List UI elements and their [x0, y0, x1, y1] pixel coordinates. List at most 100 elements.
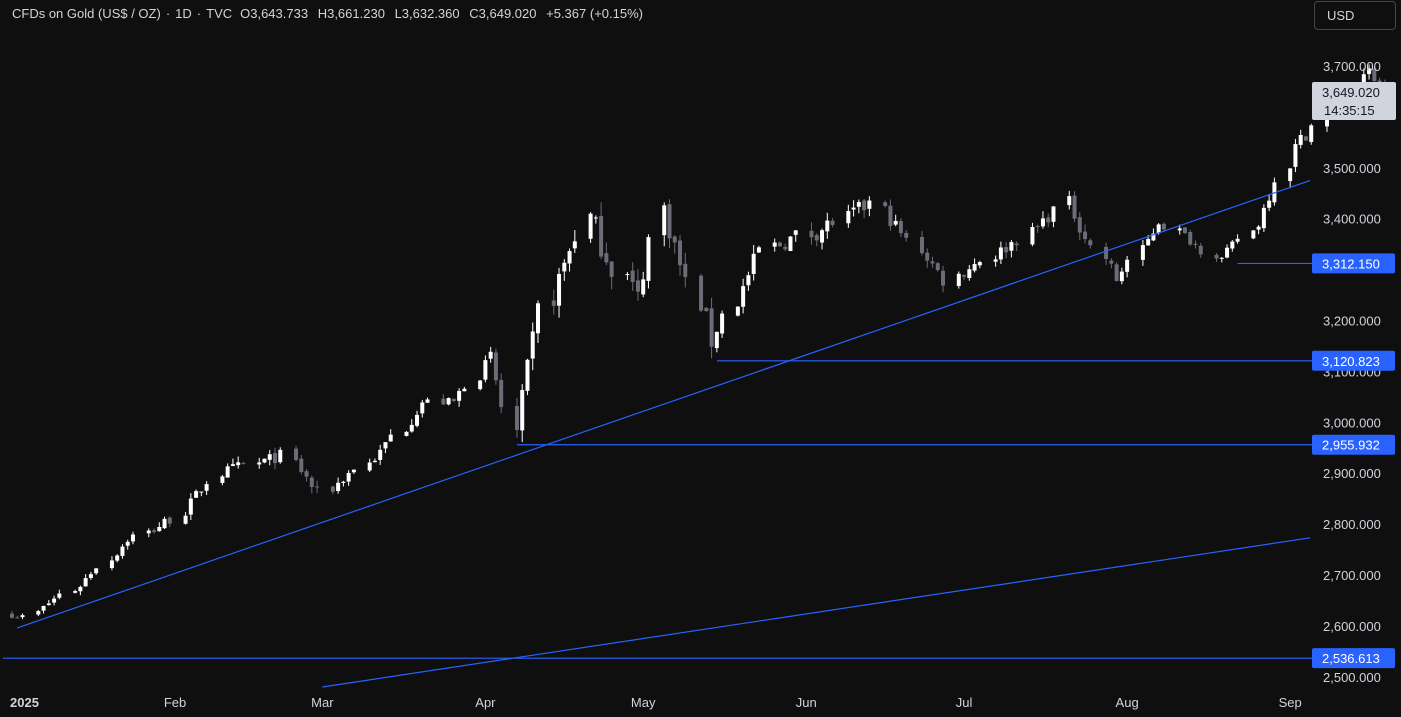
candle: [336, 477, 341, 494]
candle: [1119, 267, 1124, 285]
candle: [152, 528, 157, 534]
candle: [1198, 242, 1203, 258]
candle: [188, 493, 193, 520]
candle: [330, 485, 335, 495]
candle: [662, 202, 667, 247]
candle: [1140, 239, 1145, 266]
candle: [883, 200, 888, 208]
candle: [194, 489, 199, 498]
candle: [415, 410, 420, 428]
candle: [809, 222, 814, 245]
candle: [1251, 229, 1256, 240]
candle: [699, 273, 704, 313]
candle: [646, 234, 651, 289]
candle: [530, 322, 535, 371]
candle: [257, 457, 262, 469]
price-tick-label: 2,700.000: [1323, 568, 1381, 583]
time-tick-label: Jun: [796, 695, 817, 710]
candle: [462, 386, 467, 392]
time-tick-label: May: [631, 695, 656, 710]
candle: [919, 231, 924, 256]
candle: [751, 244, 756, 281]
high-value: H3,661.230: [317, 6, 385, 21]
candle: [15, 615, 20, 619]
candle: [1219, 257, 1224, 263]
candle: [1051, 206, 1056, 228]
time-axis[interactable]: 2025FebMarAprMayJunJulAugSepOct: [10, 695, 1401, 710]
level-price-badge: 3,312.150: [1312, 253, 1395, 274]
candle: [273, 447, 277, 470]
candle: [1225, 244, 1230, 259]
candle: [1046, 213, 1051, 228]
candle: [930, 256, 935, 268]
price-tick-label: 3,000.000: [1323, 415, 1381, 430]
candle: [525, 358, 530, 396]
candle: [1214, 252, 1219, 262]
candle: [52, 595, 57, 606]
price-tick-label: 2,600.000: [1323, 619, 1381, 634]
candle: [777, 241, 782, 247]
change-value: +5.367 (+0.15%): [546, 6, 643, 21]
trendline[interactable]: [17, 179, 1311, 629]
candle: [793, 229, 798, 242]
candle: [683, 252, 688, 288]
currency-button[interactable]: USD: [1314, 1, 1396, 30]
candle: [220, 474, 225, 486]
candle: [451, 398, 456, 403]
candle: [630, 262, 635, 291]
price-tick-label: 2,800.000: [1323, 517, 1381, 532]
candle: [1303, 135, 1308, 141]
candle: [78, 585, 83, 596]
legend-separator: ·: [196, 6, 202, 21]
candle: [867, 196, 872, 217]
trendline[interactable]: [322, 537, 1311, 688]
source-label: TVC: [206, 6, 233, 21]
candle: [162, 516, 167, 529]
candle: [1372, 66, 1377, 85]
candle: [199, 491, 204, 497]
symbol-name[interactable]: CFDs on Gold (US$ / OZ): [12, 6, 161, 21]
candle: [746, 271, 751, 291]
candle: [120, 544, 125, 559]
drawings-layer: [3, 179, 1312, 688]
candle: [499, 373, 504, 414]
candle: [20, 613, 25, 620]
candle: [1298, 129, 1303, 149]
candle: [609, 261, 614, 290]
candle: [967, 264, 972, 281]
candle: [667, 199, 672, 249]
candle: [57, 589, 62, 600]
interval-label[interactable]: 1D: [175, 6, 192, 21]
candle: [372, 458, 377, 463]
price-axis[interactable]: 2,500.000 2,600.000 2,700.000 2,800.000 2,90…: [1312, 59, 1396, 685]
candle: [888, 199, 893, 231]
svg-text:2,536.613: 2,536.613: [1322, 651, 1380, 666]
candle: [735, 306, 740, 317]
time-tick-label: Aug: [1116, 695, 1139, 710]
candle: [520, 384, 525, 443]
candle: [851, 200, 856, 217]
level-price-badge: 2,536.613: [1312, 648, 1395, 669]
bar-countdown-label: 14:35:15: [1324, 103, 1375, 118]
candle: [478, 379, 483, 391]
candle: [204, 481, 209, 496]
candle: [146, 528, 151, 538]
price-tick-label: 3,400.000: [1323, 212, 1381, 227]
candle: [941, 265, 946, 293]
candle: [514, 397, 519, 438]
candle: [1377, 77, 1382, 83]
candle: [1004, 242, 1009, 259]
candle: [299, 454, 304, 475]
candle: [378, 444, 383, 465]
candle: [383, 441, 388, 454]
svg-text:3,120.823: 3,120.823: [1322, 354, 1380, 369]
time-tick-label: Mar: [311, 695, 334, 710]
candle: [457, 388, 462, 407]
candle: [972, 258, 977, 273]
candle: [1125, 255, 1130, 278]
candle: [935, 261, 940, 272]
candle: [567, 248, 572, 272]
candle: [88, 571, 93, 580]
candle: [1067, 190, 1072, 210]
